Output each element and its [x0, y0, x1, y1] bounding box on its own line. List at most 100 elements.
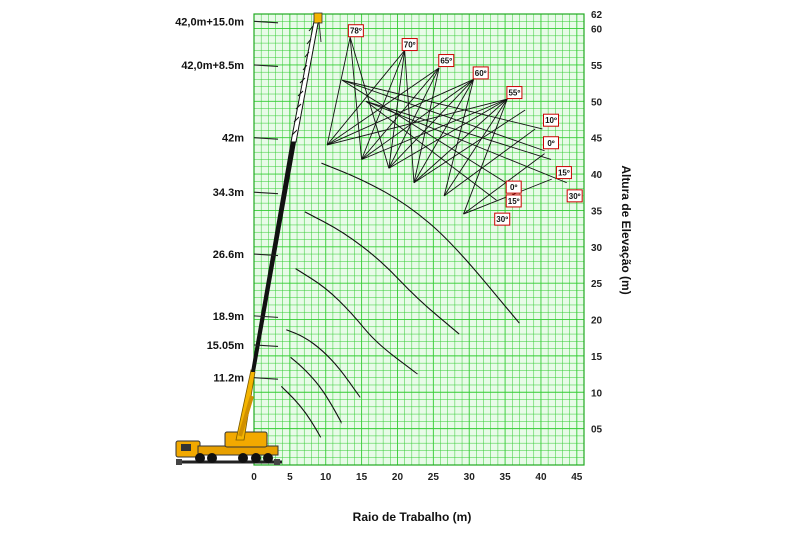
angle-label-text: 10º: [545, 116, 557, 125]
y-axis-title: Altura de Elevação (m): [619, 165, 633, 294]
angle-label: 60º: [472, 66, 489, 80]
y-tick-label: 45: [591, 134, 603, 145]
boom-length-label: 42m: [222, 133, 244, 145]
boom-cylinder: [238, 395, 254, 437]
y-tick-label: 60: [591, 25, 603, 36]
angle-label-text: 60º: [475, 69, 487, 78]
angle-label: 70º: [401, 38, 418, 52]
boom-length-label: 11.2m: [213, 373, 244, 385]
angle-label-text: 30º: [496, 215, 508, 224]
jib-angle-ray: [342, 79, 543, 130]
jib-angle-ray: [361, 79, 474, 160]
jib-angle-ray: [413, 98, 508, 184]
angle-label: 15º: [505, 194, 522, 208]
boom-length-tick: [253, 64, 279, 67]
boom-length-label: 42,0m+15.0m: [175, 16, 244, 28]
boom-length-tick: [253, 191, 279, 195]
angle-label: 15º: [555, 166, 572, 180]
boom-length-tick: [253, 137, 279, 140]
y-tick-label: 25: [591, 279, 603, 290]
range-curve: [304, 211, 460, 335]
range-curve: [295, 268, 419, 375]
range-curve: [286, 329, 361, 398]
jib-angle-ray: [361, 67, 440, 160]
y-tick-label: 35: [591, 206, 603, 217]
boom-length-tick: [253, 20, 279, 24]
jib-angle-ray: [342, 79, 508, 184]
jib-angle-ray: [349, 37, 363, 160]
angle-label: 65º: [438, 54, 455, 68]
outrigger: [176, 459, 282, 465]
jib-angle-ray: [365, 100, 497, 201]
range-curves: [280, 162, 520, 438]
x-tick-label: 15: [356, 472, 368, 483]
jib-angle-ray: [388, 67, 440, 169]
y-tick-label: 55: [591, 61, 603, 72]
y-tick-label: 20: [591, 316, 603, 327]
angle-label: 55º: [506, 86, 523, 100]
angle-label-text: 0º: [510, 183, 517, 192]
jib-angle-ray: [413, 109, 526, 184]
jib-angle-ray: [326, 50, 406, 146]
angle-label-text: 0º: [547, 139, 554, 148]
x-tick-label: 30: [464, 472, 476, 483]
y-tick-label: 30: [591, 243, 603, 254]
plot-border: [253, 13, 585, 466]
y-tick-label: 50: [591, 97, 603, 108]
angle-label: 30º: [566, 189, 583, 203]
jib-angle-ray: [388, 98, 508, 169]
grid: [253, 13, 585, 466]
angle-label: 0º: [543, 136, 559, 150]
angle-label: 0º: [505, 180, 522, 194]
jib-lattice-bracing: [291, 25, 314, 136]
jib-angle-ray: [388, 79, 474, 169]
jib-angle-ray: [365, 100, 567, 184]
jib-angle-ray: [443, 79, 474, 196]
x-tick-label: 0: [251, 472, 257, 483]
angle-label: 10º: [543, 113, 559, 127]
angle-label-text: 30º: [569, 192, 581, 201]
x-tick-label: 20: [392, 472, 404, 483]
jib-angle-ray: [388, 50, 406, 169]
x-tick-label: 35: [500, 472, 512, 483]
angle-label-text: 55º: [508, 89, 520, 98]
boom-length-label: 26.6m: [213, 249, 244, 261]
x-tick-labels: 0 5 10 15 20 25 30 35 40 45: [251, 472, 583, 483]
boom-length-tick: [253, 344, 279, 348]
truck-body: [175, 431, 279, 458]
jib-angle-ray: [342, 79, 545, 152]
range-curve: [280, 386, 322, 438]
angle-label-text: 15º: [508, 197, 520, 206]
jib-angle-ray: [443, 98, 508, 197]
y-tick-label: 10: [591, 388, 603, 399]
jib-angle-rays: [326, 37, 567, 215]
boom-length-tick: [253, 315, 279, 318]
boom-length-label: 42,0m+8.5m: [181, 60, 244, 72]
x-tick-label: 45: [571, 472, 583, 483]
boom-length-labels: 42,0m+15.0m 42,0m+8.5m 42m 34.3m 26.6m 18.9m 1…: [175, 16, 279, 385]
y-tick-label: 05: [591, 425, 603, 436]
range-curve: [290, 356, 343, 424]
x-tick-label: 10: [320, 472, 332, 483]
jib-angle-ray: [326, 37, 351, 146]
angle-label: 30º: [494, 212, 511, 226]
boom-length-tick: [253, 377, 279, 380]
angle-label-text: 78º: [350, 27, 362, 36]
crane-drawing: [175, 12, 323, 465]
range-curve: [321, 162, 520, 324]
main-boom-black: [251, 140, 296, 372]
angle-label-text: 70º: [404, 41, 416, 50]
x-axis-title: Raio de Trabalho (m): [353, 510, 472, 524]
jib-angle-ray: [413, 67, 440, 183]
y-tick-labels: 05 10 15 20 25 30 35 40 45 50 55 60 62: [591, 10, 603, 436]
jib-angle-ray: [443, 128, 536, 197]
y-tick-label: 62: [591, 10, 603, 21]
jib-head: [313, 12, 323, 24]
wheels: [195, 453, 273, 463]
jib-angle-ray: [365, 100, 552, 160]
hook-line: [318, 21, 322, 43]
y-tick-label: 40: [591, 170, 603, 181]
x-tick-label: 40: [535, 472, 547, 483]
